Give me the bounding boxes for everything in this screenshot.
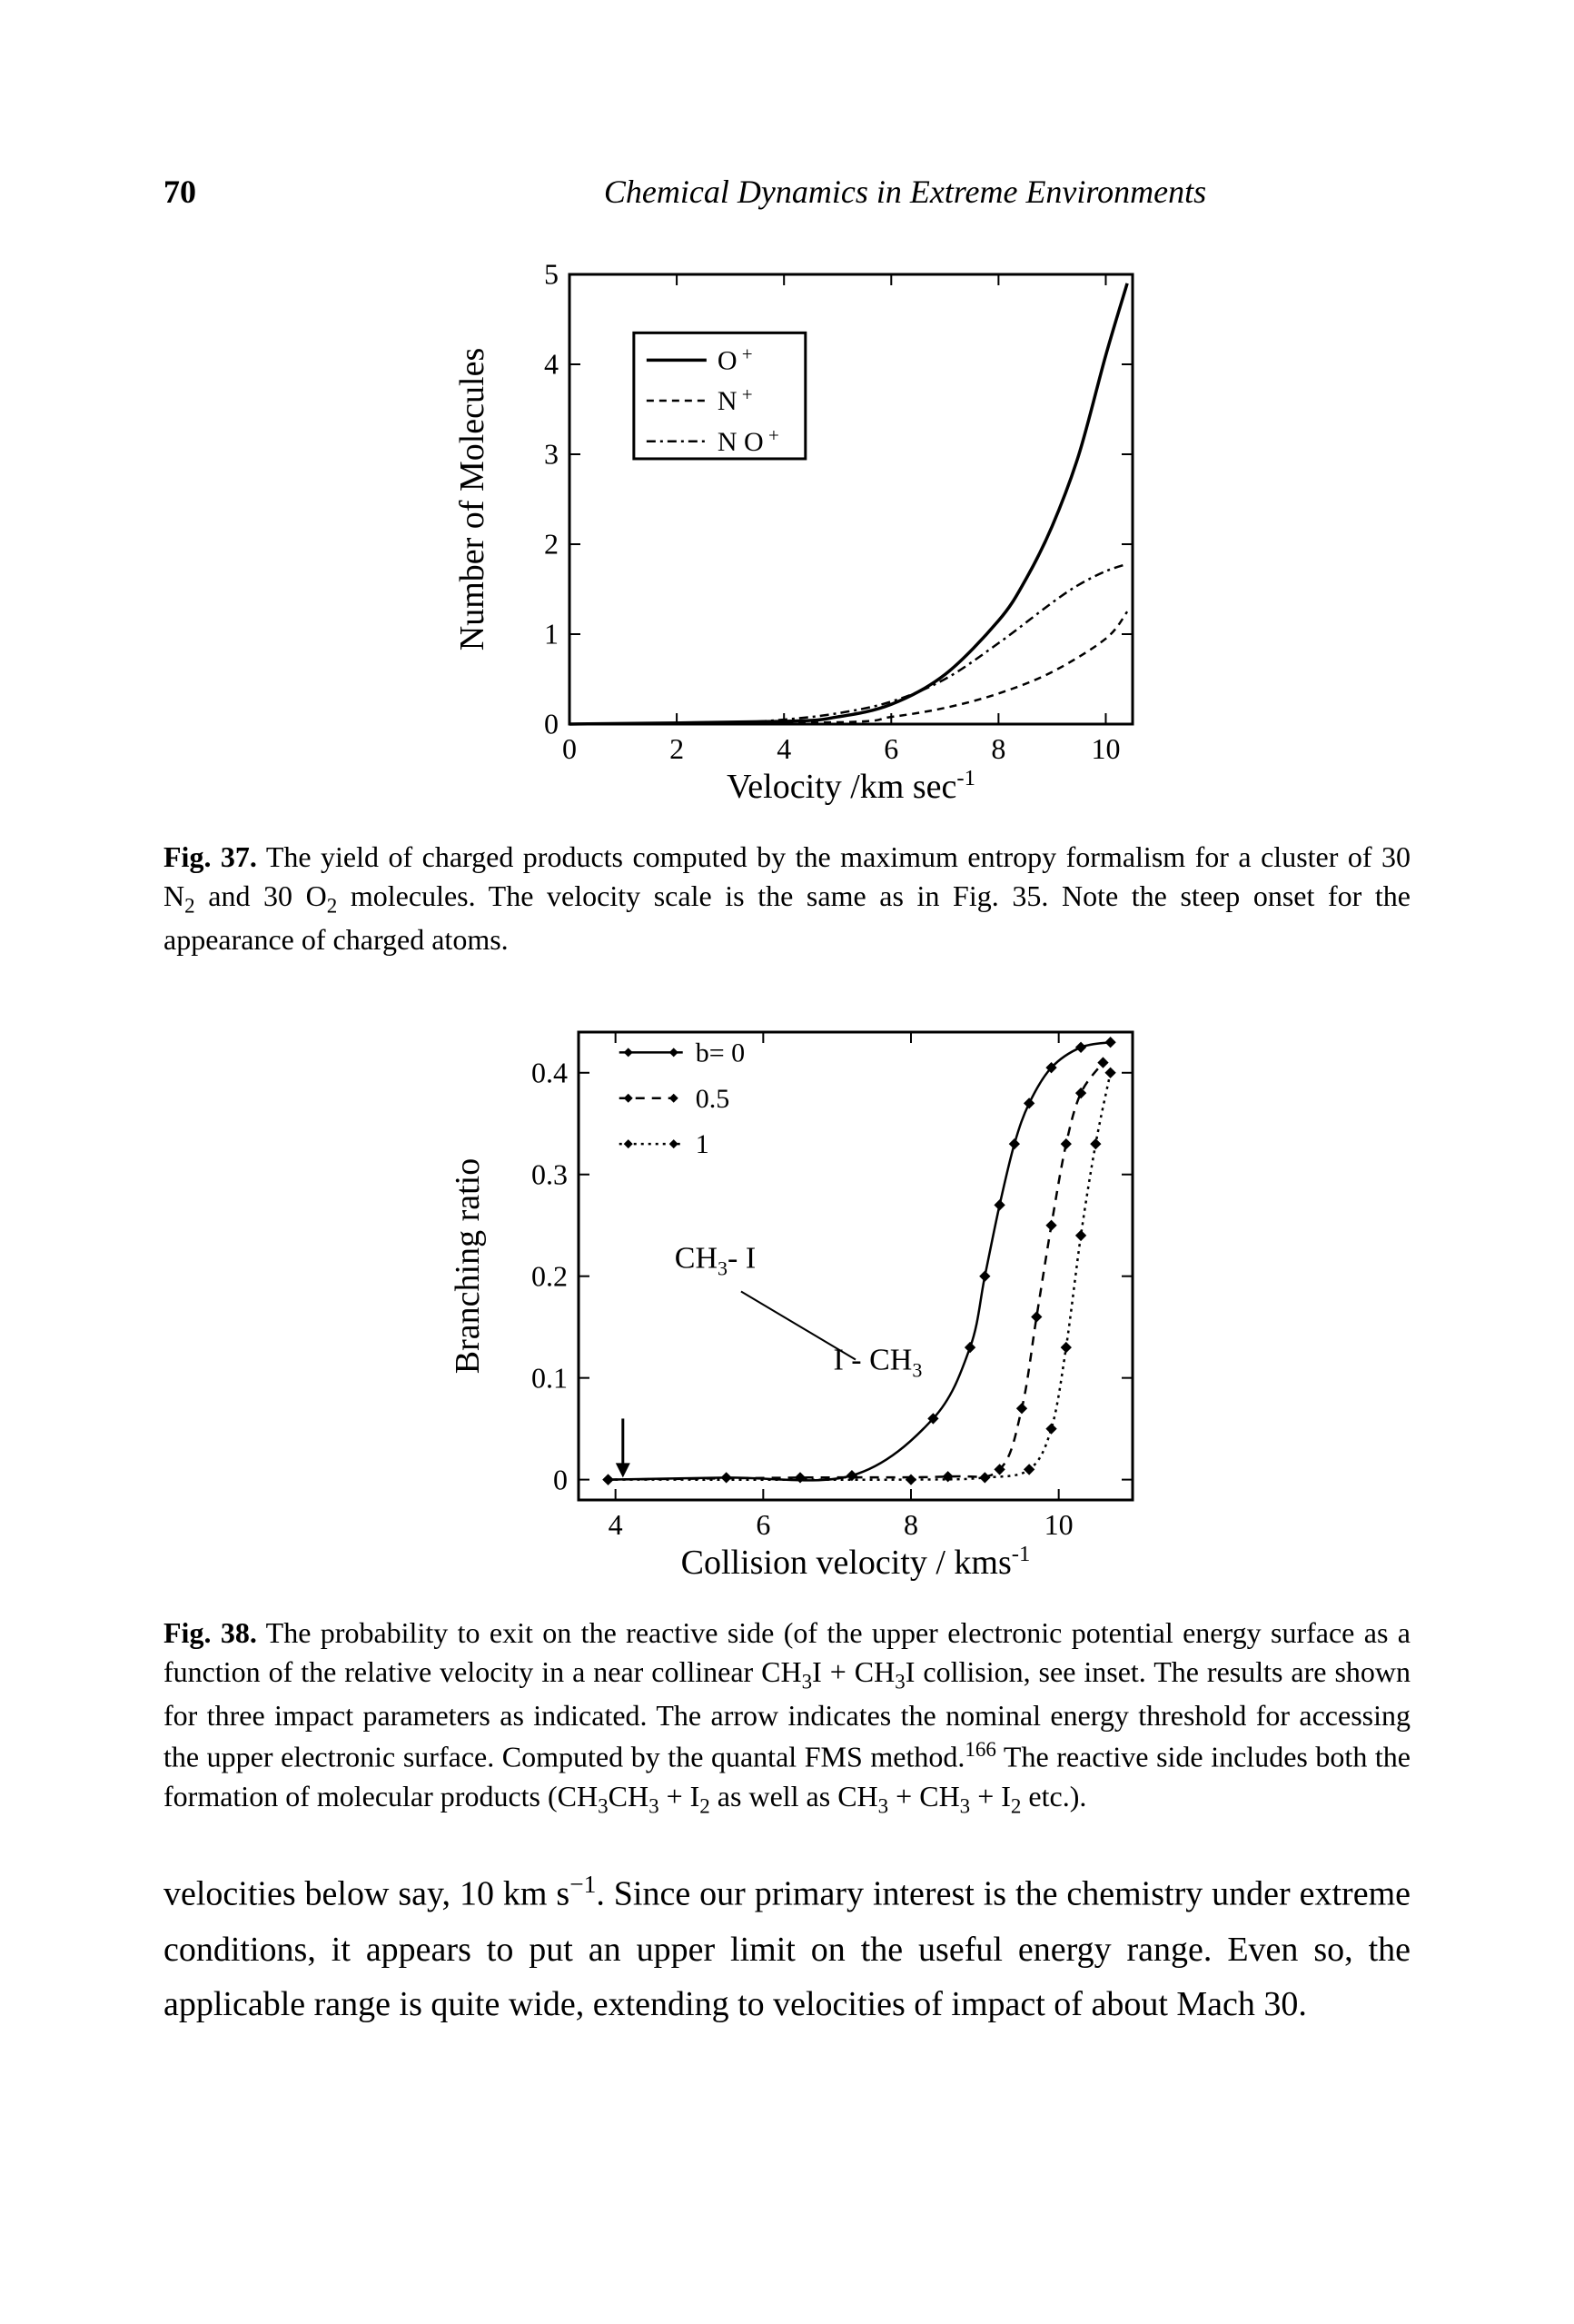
fig38-t6: + I <box>659 1780 700 1813</box>
svg-text:10: 10 <box>1044 1508 1073 1541</box>
fig38-t9: + I <box>970 1780 1011 1813</box>
figure-38-svg: 4 6 8 10 0 0.1 0.2 0.3 0.4 Collision velocity / k… <box>415 1005 1160 1586</box>
svg-text:Velocity /km sec-1: Velocity /km sec-1 <box>727 766 975 806</box>
page-number: 70 <box>163 173 400 211</box>
svg-text:6: 6 <box>756 1508 770 1541</box>
svg-text:b= 0: b= 0 <box>695 1038 744 1068</box>
fig38-s1: 3 <box>802 1669 813 1693</box>
body-t1: velocities below say, 10 km s <box>163 1875 569 1913</box>
page-header: 70 Chemical Dynamics in Extreme Environm… <box>163 173 1411 211</box>
svg-text:I - CH3: I - CH3 <box>833 1344 922 1382</box>
fig37-sub-o2: 2 <box>327 894 338 918</box>
figure-38-caption: Fig. 38. The probability to exit on the … <box>163 1614 1411 1820</box>
body-sup: −1 <box>569 1871 596 1898</box>
svg-text:10: 10 <box>1091 732 1120 765</box>
svg-text:0.2: 0.2 <box>531 1259 568 1292</box>
svg-text:1: 1 <box>695 1129 708 1159</box>
fig38-s5: 2 <box>699 1793 710 1817</box>
svg-text:0: 0 <box>553 1463 568 1495</box>
body-paragraph: velocities below say, 10 km s−1. Since o… <box>163 1865 1411 2032</box>
fig38-ref: 166 <box>965 1737 996 1761</box>
svg-text:5: 5 <box>544 258 559 291</box>
svg-text:O +: O + <box>717 343 752 375</box>
fig38-s4: 3 <box>648 1793 659 1817</box>
svg-text:Branching ratio: Branching ratio <box>449 1158 487 1374</box>
svg-text:0.5: 0.5 <box>695 1084 729 1114</box>
fig38-s2: 3 <box>895 1669 906 1693</box>
svg-text:N +: N + <box>717 383 752 416</box>
fig37-t2: and 30 O <box>195 879 327 912</box>
svg-text:6: 6 <box>884 732 898 765</box>
svg-text:3: 3 <box>544 438 559 471</box>
svg-text:2: 2 <box>669 732 684 765</box>
svg-text:1: 1 <box>544 618 559 651</box>
figure-38: 4 6 8 10 0 0.1 0.2 0.3 0.4 Collision velocity / k… <box>163 1005 1411 1586</box>
svg-text:N O +: N O + <box>717 424 778 457</box>
svg-text:4: 4 <box>608 1508 622 1541</box>
fig38-s8: 2 <box>1011 1793 1022 1817</box>
svg-text:0: 0 <box>562 732 577 765</box>
fig38-s6: 3 <box>878 1793 889 1817</box>
fig38-t7: as well as CH <box>710 1780 878 1813</box>
svg-text:0: 0 <box>544 708 559 740</box>
svg-text:0.1: 0.1 <box>531 1361 568 1394</box>
svg-text:0.3: 0.3 <box>531 1157 568 1190</box>
running-title: Chemical Dynamics in Extreme Environment… <box>400 173 1411 211</box>
svg-text:CH3- I: CH3- I <box>674 1242 755 1280</box>
fig37-t3: molecules. The velocity scale is the sam… <box>163 879 1411 956</box>
fig37-sub-n2: 2 <box>184 894 195 918</box>
figure-37-svg: 0 2 4 6 8 10 0 1 2 3 4 5 Velocity /km sec-1 Number of… <box>415 247 1160 810</box>
svg-text:Number of Molecules: Number of Molecules <box>453 348 491 651</box>
svg-text:0.4: 0.4 <box>531 1056 568 1088</box>
svg-text:4: 4 <box>777 732 791 765</box>
fig38-t8: + CH <box>888 1780 960 1813</box>
fig38-s7: 3 <box>960 1793 971 1817</box>
fig37-label: Fig. 37. <box>163 840 257 873</box>
fig38-label: Fig. 38. <box>163 1616 257 1649</box>
svg-text:8: 8 <box>904 1508 918 1541</box>
fig38-t5: CH <box>609 1780 648 1813</box>
svg-text:8: 8 <box>991 732 1005 765</box>
figure-37: 0 2 4 6 8 10 0 1 2 3 4 5 Velocity /km sec-1 Number of… <box>163 247 1411 810</box>
fig38-s3: 3 <box>598 1793 609 1817</box>
svg-text:2: 2 <box>544 528 559 561</box>
fig38-t10: etc.). <box>1021 1780 1086 1813</box>
figure-37-caption: Fig. 37. The yield of charged products c… <box>163 838 1411 959</box>
fig38-t2: I + CH <box>812 1655 895 1688</box>
svg-text:Collision velocity / kms-1: Collision velocity / kms-1 <box>680 1542 1030 1582</box>
svg-text:4: 4 <box>544 348 559 381</box>
